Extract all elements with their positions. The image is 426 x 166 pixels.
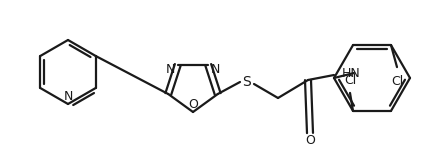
- Text: S: S: [242, 75, 251, 89]
- Text: O: O: [187, 97, 198, 111]
- Text: N: N: [166, 63, 175, 77]
- Text: Cl: Cl: [343, 74, 355, 87]
- Text: Cl: Cl: [390, 75, 402, 88]
- Text: N: N: [210, 63, 219, 77]
- Text: HN: HN: [341, 67, 360, 80]
- Text: N: N: [63, 89, 72, 102]
- Text: O: O: [304, 134, 314, 148]
